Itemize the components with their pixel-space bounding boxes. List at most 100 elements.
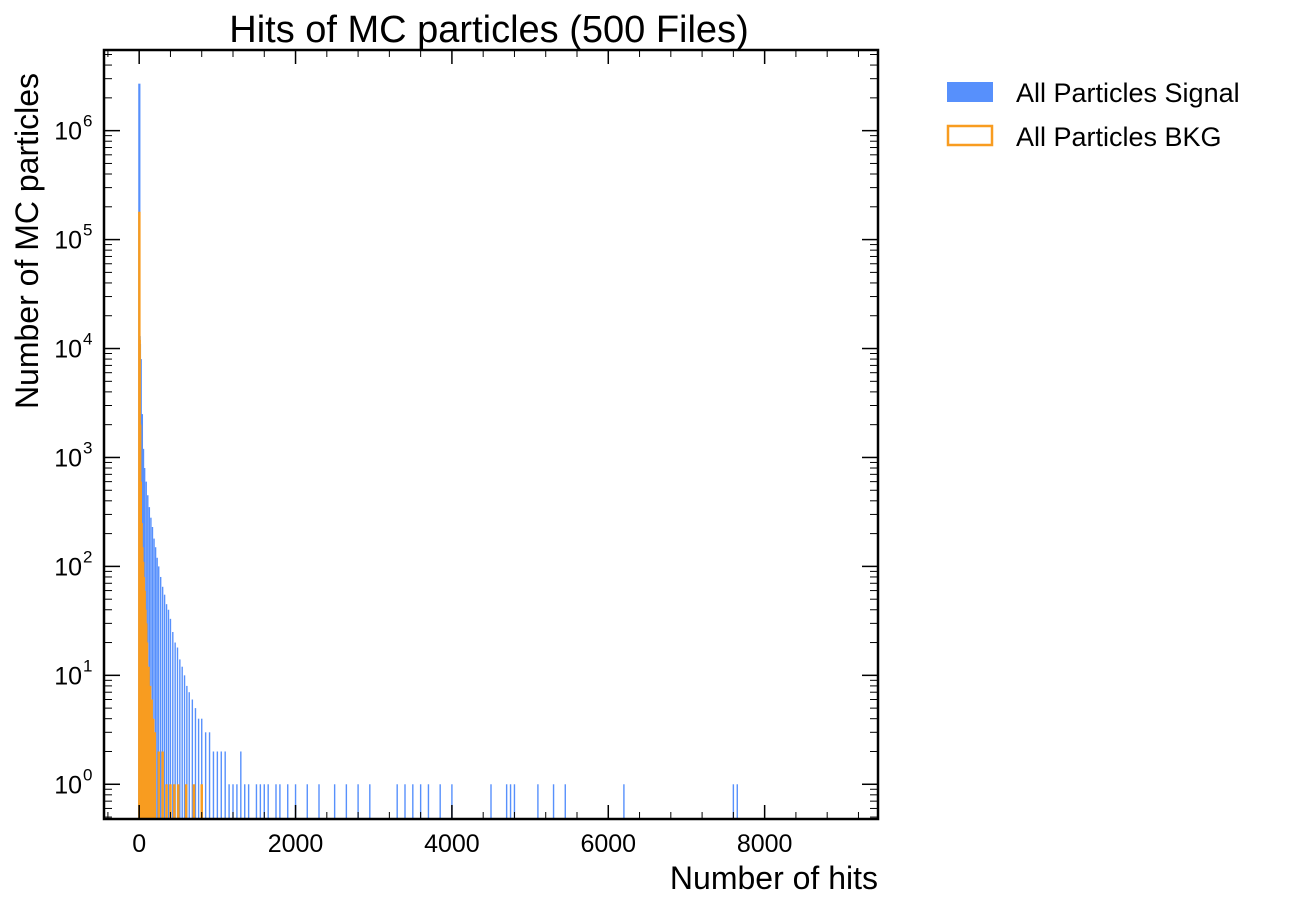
signal-bar [404,784,406,819]
signal-bar [201,718,203,819]
signal-bar [236,784,238,819]
signal-bar [306,784,308,819]
y-tick-exponent: 0 [83,765,92,784]
signal-bar [263,784,265,819]
signal-bar [181,666,183,819]
y-tick-label: 10 [54,118,82,146]
signal-bar [318,784,320,819]
signal-bar [333,784,336,819]
signal-bar [439,784,441,819]
signal-bar [505,784,508,819]
signal-bar [287,784,289,819]
legend: All Particles Signal All Particles BKG [946,78,1240,152]
signal-bar [259,784,262,819]
signal-bar [174,642,176,819]
signal-bar [188,692,190,819]
signal-bar [161,586,164,819]
signal-bar [153,538,155,819]
signal-bar [212,751,215,819]
y-tick-label: 10 [54,336,82,364]
signal-bar [163,594,166,819]
y-tick-label: 10 [54,227,82,255]
signal-bar [216,751,219,819]
x-tick-label: 2000 [268,830,324,858]
signal-bar [427,784,430,819]
signal-bar [267,784,269,819]
signal-bar [255,784,258,819]
signal-bar [490,784,492,819]
y-tick-label: 10 [54,553,82,581]
signal-bar [247,784,250,819]
signal-bar [232,784,234,819]
chart-title: Hits of MC particles (500 Files) [229,9,748,51]
x-tick-label: 4000 [424,830,480,858]
signal-bar [509,784,512,819]
signal-bar [156,557,158,819]
y-tick-label: 10 [54,662,82,690]
y-tick-exponent: 5 [83,221,92,240]
signal-bar [513,784,516,819]
signal-bar [169,618,172,819]
signal-bars [138,83,738,819]
x-tick-label: 6000 [580,830,636,858]
y-tick-label: 10 [54,771,82,799]
signal-bar [623,784,625,819]
signal-bar [412,784,414,819]
x-tick-label: 0 [132,830,146,858]
signal-bar [294,784,297,819]
signal-bar [357,784,359,819]
signal-bar [732,784,735,819]
signal-bar [224,751,226,819]
legend-swatch-signal [947,82,993,102]
signal-bar [240,751,242,819]
signal-bar [159,576,162,819]
signal-bar [165,604,168,819]
signal-bar [736,784,738,819]
signal-bar [220,751,222,819]
y-axis-label: Number of MC particles [9,73,45,409]
signal-bar [158,566,160,819]
signal-bar [154,547,157,819]
signal-bar [194,708,197,819]
signal-bar [151,527,154,819]
y-tick-exponent: 4 [83,330,92,349]
y-tick-exponent: 3 [83,438,92,457]
y-tick-label: 10 [54,444,82,472]
signal-bar [167,609,170,819]
signal-bar [244,784,246,819]
signal-bar [172,631,174,819]
signal-bar [396,784,398,819]
x-axis-label: Number of hits [670,860,878,896]
signal-bar [552,784,555,819]
signal-bar [537,784,539,819]
x-tick-label: 8000 [737,830,793,858]
legend-label-signal: All Particles Signal [1016,78,1240,108]
bkg-steps [138,211,203,819]
legend-swatch-bkg [946,124,994,147]
signal-bar [179,659,181,819]
y-tick-exponent: 6 [83,112,92,131]
signal-bar [369,784,371,819]
signal-bar [186,685,188,819]
signal-bar [148,507,151,819]
signal-bar [183,675,186,819]
signal-bar [451,784,453,819]
plot-frame [102,48,880,821]
y-tick-exponent: 2 [83,547,92,566]
signal-bar [204,732,207,819]
signal-bar [208,732,211,819]
signal-bar [197,718,200,819]
signal-bar [228,784,230,819]
signal-bar [564,784,566,819]
signal-bar [150,517,152,819]
signal-bar [275,784,277,819]
signal-bar [419,784,422,819]
y-tick-exponent: 1 [83,656,92,675]
signal-bar [345,784,348,819]
legend-label-bkg: All Particles BKG [1016,122,1222,152]
signal-bar [191,699,194,819]
signal-bar [279,784,281,819]
signal-bar [176,647,179,819]
